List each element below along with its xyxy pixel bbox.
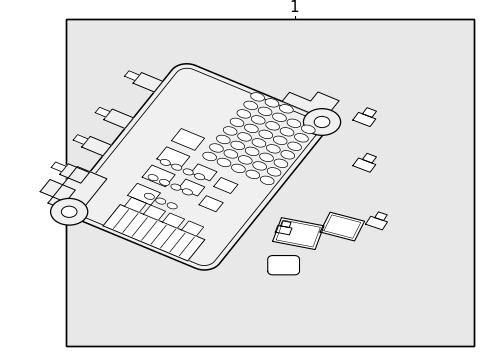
Ellipse shape [280,127,293,136]
Ellipse shape [144,193,154,199]
Polygon shape [352,112,375,127]
Ellipse shape [279,104,293,113]
Ellipse shape [224,150,237,158]
Polygon shape [181,221,203,236]
Text: 1: 1 [289,0,299,15]
Ellipse shape [244,124,258,132]
Ellipse shape [170,184,181,190]
Polygon shape [157,147,189,168]
Ellipse shape [258,107,271,116]
Ellipse shape [286,119,300,127]
Ellipse shape [301,125,315,134]
Ellipse shape [183,169,193,175]
Ellipse shape [251,116,264,124]
Polygon shape [103,109,133,129]
Ellipse shape [209,144,223,152]
Ellipse shape [287,142,301,150]
Polygon shape [81,136,111,156]
Ellipse shape [314,116,329,127]
Polygon shape [267,256,299,275]
Ellipse shape [216,135,230,144]
Bar [66,19,473,346]
Ellipse shape [266,168,281,176]
Bar [66,19,473,346]
Polygon shape [48,167,107,215]
Polygon shape [51,162,66,172]
Polygon shape [40,180,75,202]
Ellipse shape [237,132,251,141]
Ellipse shape [260,176,274,185]
Ellipse shape [171,164,182,170]
Polygon shape [127,183,160,205]
Polygon shape [362,153,376,163]
Polygon shape [190,164,217,181]
Polygon shape [143,205,165,220]
Ellipse shape [217,158,230,167]
Ellipse shape [244,101,257,110]
Ellipse shape [266,145,280,153]
Polygon shape [365,216,387,230]
Polygon shape [95,107,110,117]
Polygon shape [124,71,139,81]
Ellipse shape [230,118,244,127]
Ellipse shape [294,134,308,142]
Polygon shape [171,129,204,150]
Ellipse shape [203,152,216,161]
Polygon shape [60,164,89,183]
Polygon shape [133,72,163,92]
Ellipse shape [50,198,87,225]
Ellipse shape [258,130,272,139]
Polygon shape [272,218,324,249]
Polygon shape [124,197,146,212]
Ellipse shape [250,93,264,101]
Ellipse shape [244,147,259,156]
Ellipse shape [182,189,192,195]
Polygon shape [64,64,326,270]
Ellipse shape [259,153,273,162]
Polygon shape [320,212,364,241]
Polygon shape [142,165,175,187]
Ellipse shape [159,179,169,185]
Ellipse shape [273,159,287,168]
Ellipse shape [194,174,204,180]
Ellipse shape [264,99,278,107]
Ellipse shape [237,110,250,118]
Polygon shape [73,135,88,144]
Ellipse shape [223,127,237,135]
Ellipse shape [245,170,259,179]
Ellipse shape [303,109,340,135]
Polygon shape [178,179,204,196]
Ellipse shape [272,113,286,122]
Ellipse shape [167,203,177,209]
Polygon shape [275,225,291,235]
Ellipse shape [155,198,165,204]
Ellipse shape [61,206,77,217]
Polygon shape [280,221,290,228]
Ellipse shape [251,139,265,147]
Ellipse shape [252,162,266,170]
Ellipse shape [280,150,294,159]
Ellipse shape [160,159,170,166]
Polygon shape [199,196,223,212]
Polygon shape [162,213,184,228]
Polygon shape [282,92,339,119]
Ellipse shape [148,175,158,181]
Polygon shape [352,158,375,172]
Ellipse shape [238,156,252,164]
Ellipse shape [230,141,244,150]
Ellipse shape [273,136,286,145]
Polygon shape [213,177,238,194]
Polygon shape [103,204,204,261]
Polygon shape [374,212,386,221]
Ellipse shape [265,122,279,130]
Ellipse shape [231,164,245,173]
Bar [66,19,473,346]
Polygon shape [362,108,376,117]
